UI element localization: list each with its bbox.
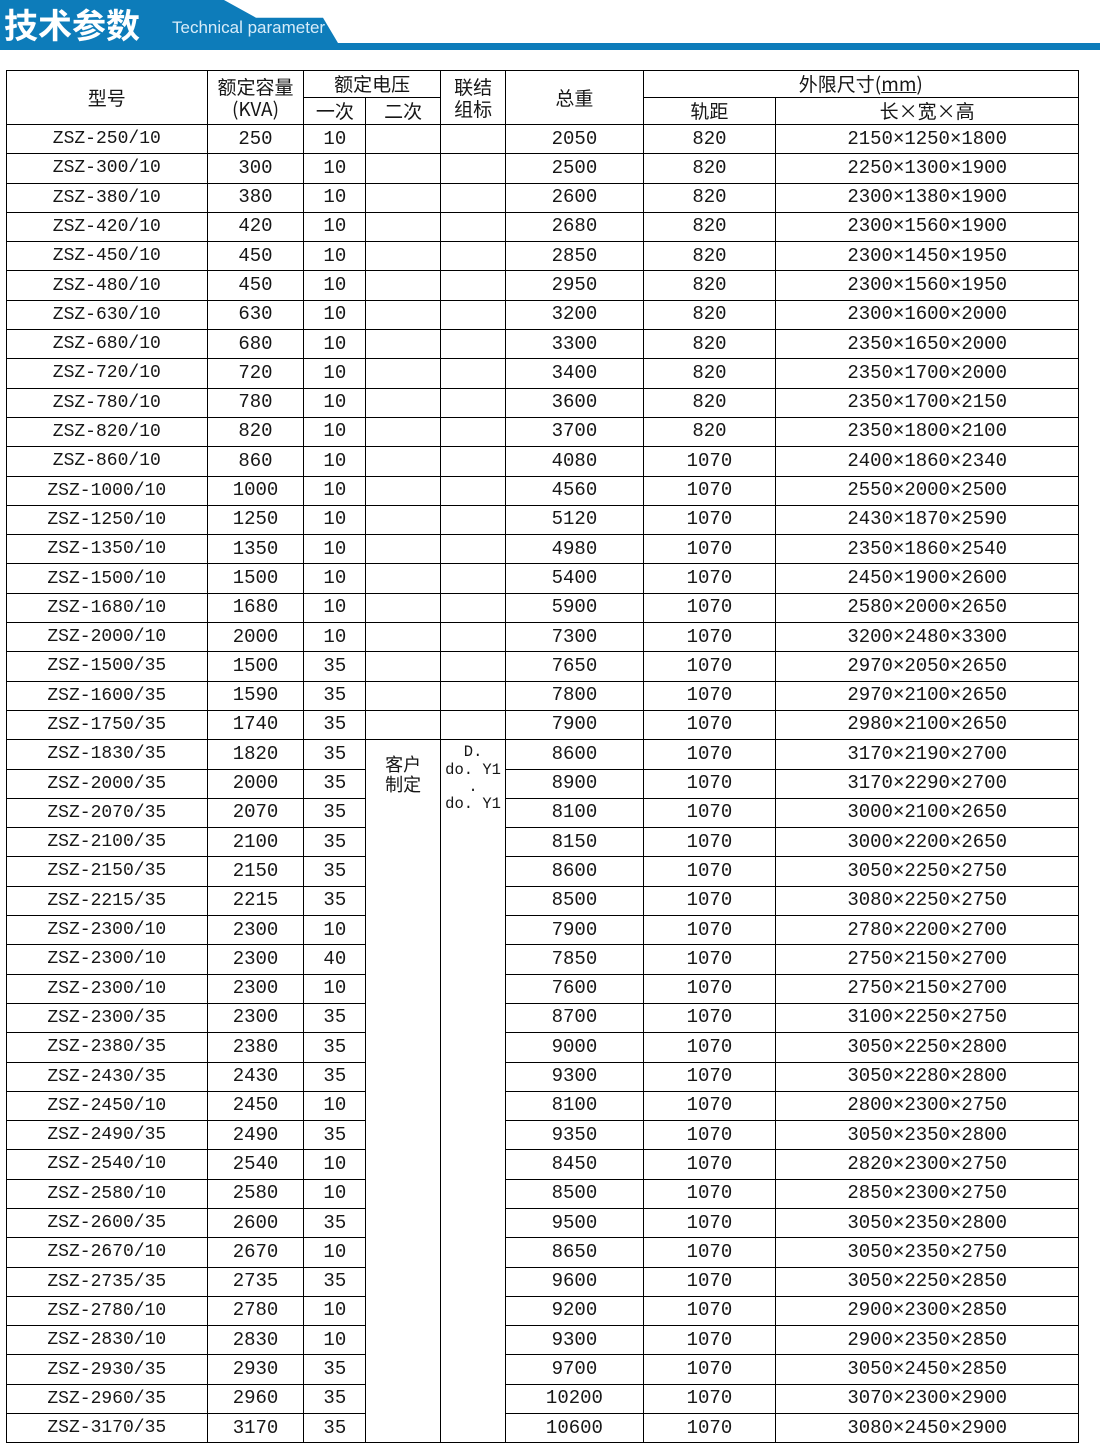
svg-text:技术参数: 技术参数 xyxy=(4,0,140,48)
svg-text:Technical parameter: Technical parameter xyxy=(172,18,325,37)
